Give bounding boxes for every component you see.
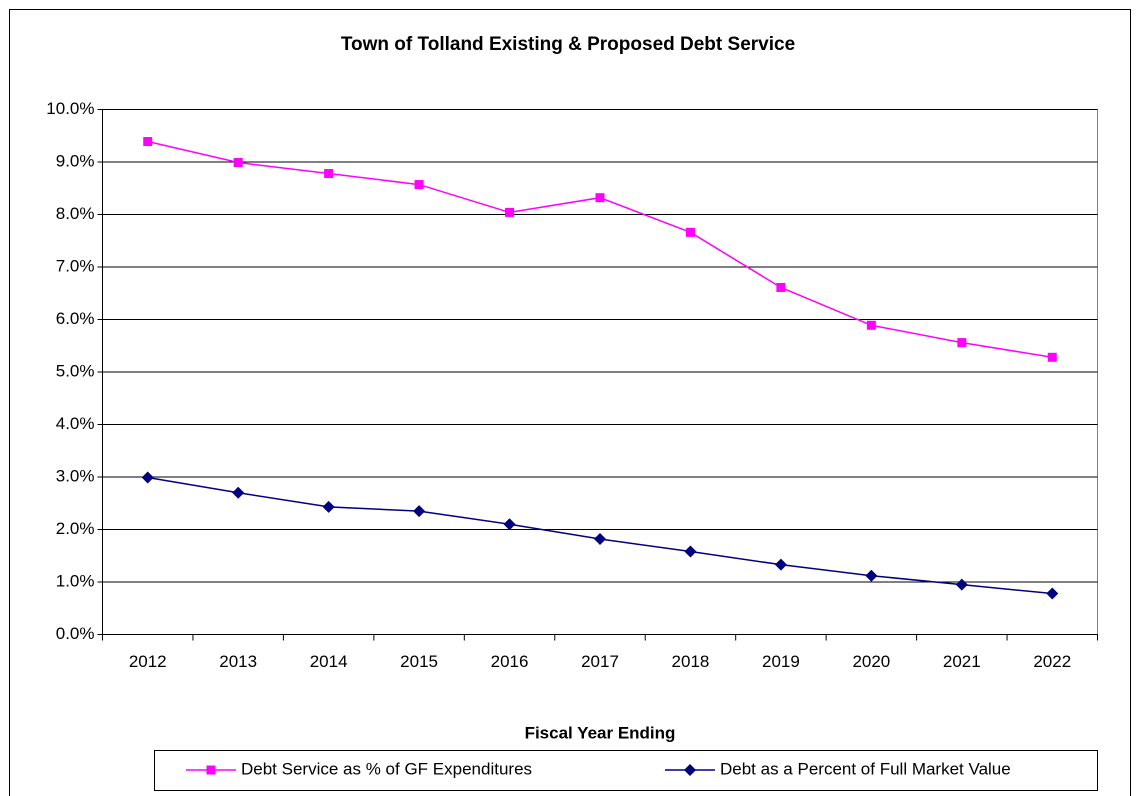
chart-title: Town of Tolland Existing & Proposed Debt…	[341, 34, 795, 55]
y-tick-label: 3.0%	[56, 466, 95, 485]
data-point	[595, 193, 605, 203]
data-point	[143, 137, 153, 147]
x-tick-label: 2021	[943, 652, 981, 671]
data-point	[957, 338, 967, 348]
y-tick-label: 6.0%	[56, 309, 95, 328]
x-tick-label: 2019	[762, 652, 800, 671]
data-point	[774, 558, 787, 571]
data-point	[233, 158, 243, 168]
x-tick-label: 2012	[129, 652, 167, 671]
x-tick-label: 2014	[310, 652, 348, 671]
data-point	[684, 545, 697, 558]
data-point	[141, 471, 154, 484]
data-point	[1046, 587, 1059, 600]
legend	[154, 750, 1098, 791]
y-tick-label: 4.0%	[56, 414, 95, 433]
y-tick-label: 5.0%	[56, 361, 95, 380]
data-point	[322, 500, 335, 513]
data-point	[866, 320, 876, 330]
x-tick-label: 2022	[1033, 652, 1071, 671]
x-tick-label: 2013	[219, 652, 257, 671]
data-point	[594, 532, 606, 545]
y-tick-label: 10.0%	[46, 99, 94, 118]
y-tick-label: 1.0%	[56, 571, 95, 590]
data-point	[1047, 352, 1057, 362]
legend-marker	[206, 765, 216, 775]
data-point	[414, 180, 424, 190]
data-point	[776, 282, 786, 292]
x-tick-label: 2017	[581, 652, 619, 671]
data-point	[685, 227, 695, 237]
data-point	[324, 169, 334, 179]
legend-label: Debt as a Percent of Full Market Value	[720, 759, 1011, 778]
y-tick-label: 9.0%	[56, 151, 95, 170]
x-tick-label: 2015	[400, 652, 438, 671]
y-tick-label: 0.0%	[56, 624, 95, 643]
y-tick-label: 2.0%	[56, 519, 95, 538]
y-tick-label: 8.0%	[56, 204, 95, 223]
data-point	[232, 486, 245, 499]
data-point	[505, 207, 515, 217]
data-point	[413, 505, 426, 518]
data-point	[503, 518, 516, 531]
data-point	[955, 578, 968, 591]
x-tick-label: 2018	[672, 652, 710, 671]
x-tick-label: 2016	[491, 652, 529, 671]
x-axis-title: Fiscal Year Ending	[525, 723, 676, 742]
x-tick-label: 2020	[852, 652, 890, 671]
legend-label: Debt Service as % of GF Expenditures	[241, 759, 532, 778]
y-tick-label: 7.0%	[56, 256, 95, 275]
legend-marker	[684, 764, 696, 776]
data-point	[865, 569, 878, 582]
